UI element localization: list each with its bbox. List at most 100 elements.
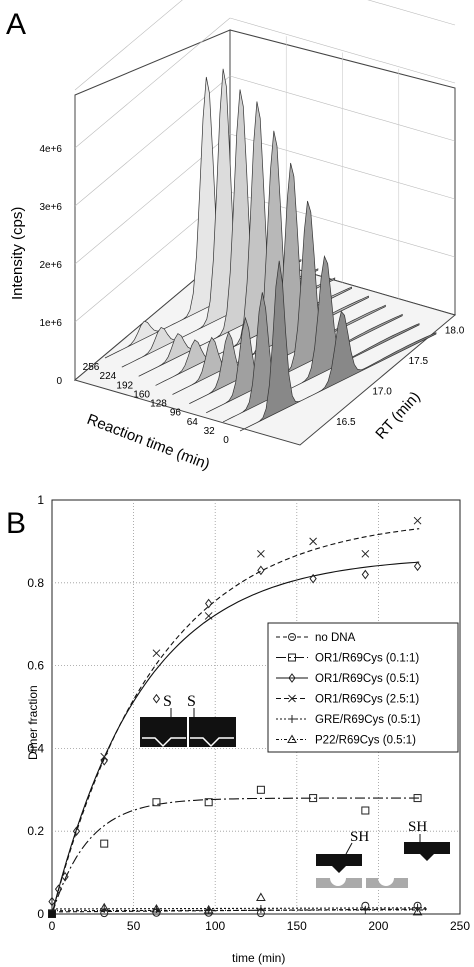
wall-gridlines — [74, 0, 456, 323]
legend-label: OR1/R69Cys (2.5:1) — [315, 694, 419, 706]
reaction-time-tick: 32 — [204, 426, 216, 437]
dimer-fraction-plot: 0 50 100 150 200 250 0 0.2 0.4 0.6 0.8 1 S S SH SH — [26, 493, 470, 965]
inset-label-sh2: SH — [408, 819, 427, 835]
point-diamond — [361, 569, 369, 580]
x-tick: 0 — [49, 919, 56, 933]
rt-tick: 16.5 — [336, 417, 356, 428]
legend: no DNA OR1/R69Cys (0.1:1) OR1/R69Cys (0.5:… — [267, 622, 459, 753]
rt-tick: 17.5 — [409, 356, 429, 367]
y-tick: 0.6 — [27, 659, 44, 673]
point-triangle — [203, 904, 214, 914]
x-tick: 100 — [205, 919, 225, 933]
legend-marker-circle — [288, 633, 296, 641]
point-x — [100, 752, 109, 761]
x-axis-label: time (min) — [232, 951, 285, 965]
intensity-tick: 1e+6 — [39, 318, 62, 329]
panel-b-label: B — [6, 507, 26, 540]
point-diamond — [309, 573, 317, 584]
point-square — [309, 794, 318, 803]
legend-marker-triangle — [287, 734, 297, 743]
chromatogram-ribbons — [104, 68, 437, 432]
point-square — [152, 798, 161, 807]
y-tick: 0 — [37, 907, 44, 921]
intensity-tick: 2e+6 — [39, 260, 62, 271]
legend-label: P22/R69Cys (0.5:1) — [315, 735, 416, 747]
point-square — [204, 798, 213, 807]
origin-point — [48, 910, 56, 918]
fit-square — [51, 797, 420, 915]
waterfall-plot: Intensity (cps) Reaction time (min) RT (… — [9, 0, 465, 473]
y-axis-label: Dimer fraction — [26, 685, 40, 760]
intensity-tick: 0 — [56, 376, 62, 387]
point-x — [413, 516, 422, 525]
x-tick: 50 — [127, 919, 141, 933]
legend-marker-square — [288, 653, 296, 662]
intensity-axis-label: Intensity (cps) — [9, 207, 26, 300]
rt-tick: 17.0 — [372, 386, 392, 397]
point-diamond — [413, 561, 422, 572]
y-tick: 1 — [37, 493, 44, 507]
inset-label-s1: S — [163, 693, 172, 710]
point-x — [361, 549, 370, 558]
point-diamond — [48, 896, 56, 907]
plot-tick-labels: 0 50 100 150 200 250 0 0.2 0.4 0.6 0.8 1 — [27, 493, 470, 933]
legend-label: OR1/R69Cys (0.1:1) — [315, 653, 419, 665]
inset-label-s2: S — [187, 693, 196, 710]
legend-marker-diamond — [288, 673, 296, 683]
legend-label: no DNA — [315, 632, 356, 644]
reaction-time-tick: 64 — [187, 417, 199, 428]
reaction-time-tick: 128 — [150, 399, 167, 410]
fit-x — [51, 528, 420, 915]
legend-label: OR1/R69Cys (0.5:1) — [315, 673, 419, 685]
chromatogram-64min — [206, 200, 403, 414]
point-x — [309, 537, 317, 546]
reaction-time-tick: 96 — [170, 408, 182, 419]
point-diamond — [54, 884, 63, 894]
point-triangle — [151, 904, 162, 913]
y-tick: 0.8 — [27, 576, 44, 590]
panel-a-label: A — [6, 8, 26, 41]
y-tick: 0.4 — [27, 741, 44, 755]
y-tick: 0.2 — [27, 824, 44, 838]
legend-marker-plus — [288, 715, 296, 723]
point-diamond — [257, 565, 265, 576]
chromatogram-96min — [189, 162, 386, 404]
x-tick: 250 — [450, 919, 470, 933]
point-square — [100, 839, 109, 848]
point-x — [257, 549, 265, 558]
point-triangle — [412, 906, 423, 916]
reaction-time-tick: 224 — [100, 371, 117, 382]
intensity-tick: 4e+6 — [39, 144, 62, 155]
inset-label-sh1: SH — [350, 829, 369, 845]
point-triangle — [99, 902, 110, 912]
legend-label: GRE/R69Cys (0.5:1) — [315, 714, 421, 726]
point-diamond — [72, 826, 81, 837]
rt-tick: 18.0 — [445, 325, 465, 336]
x-tick: 200 — [368, 919, 388, 933]
monomer-dna-inset: SH SH — [316, 819, 450, 888]
x-tick: 150 — [287, 919, 307, 933]
legend-marker-x — [288, 694, 296, 703]
fit-plus — [51, 907, 428, 910]
point-x — [152, 649, 161, 658]
point-diamond — [152, 693, 161, 704]
data-markers — [48, 516, 423, 918]
point-square — [413, 794, 422, 803]
point-diamond — [205, 598, 213, 609]
chromatogram-0min — [239, 260, 437, 432]
intensity-tick: 3e+6 — [39, 202, 62, 213]
point-plus — [361, 905, 370, 914]
reaction-time-tick: 160 — [133, 389, 150, 400]
reaction-time-tick: 256 — [83, 362, 100, 373]
dimer-inset: S S — [140, 693, 236, 748]
reaction-time-tick: 0 — [223, 435, 229, 446]
point-square — [361, 806, 370, 815]
chromatogram-128min — [172, 130, 369, 395]
point-x — [204, 612, 213, 620]
point-triangle — [256, 892, 266, 901]
point-diamond — [61, 871, 69, 882]
legend-box — [267, 622, 459, 753]
point-square — [256, 785, 265, 794]
